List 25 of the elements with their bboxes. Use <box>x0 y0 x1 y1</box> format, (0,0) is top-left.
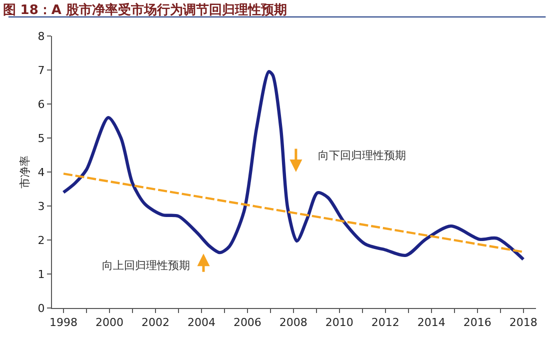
x-tick-label: 1998 <box>50 316 78 330</box>
x-tick-label: 2002 <box>141 316 170 330</box>
x-tick-label: 2016 <box>463 316 492 330</box>
x-tick-label: 2006 <box>233 316 262 330</box>
y-tick-label: 2 <box>38 234 45 247</box>
x-tick-label: 2014 <box>417 316 446 330</box>
x-tick-label: 2004 <box>187 316 216 330</box>
x-tick-label: 2018 <box>509 316 538 330</box>
annotation: 向下回归理性预期 <box>318 149 406 162</box>
line-series <box>62 70 525 261</box>
y-tick-label: 4 <box>38 166 45 179</box>
x-tick-label: 2010 <box>325 316 354 330</box>
y-tick-label: 7 <box>38 64 45 77</box>
y-tick-label: 6 <box>38 98 45 111</box>
x-tick-label: 2008 <box>279 316 308 330</box>
x-tick-label: 2012 <box>371 316 400 330</box>
annotation: 向上回归理性预期 <box>102 259 190 272</box>
y-axis-title: 市净率 <box>18 156 32 188</box>
x-tick-label: 2000 <box>95 316 124 330</box>
y-tick-label: 5 <box>38 132 45 145</box>
y-tick-label: 1 <box>38 268 45 281</box>
y-tick-label: 3 <box>38 200 45 213</box>
y-tick-label: 8 <box>38 30 45 43</box>
chart-title: 图 18：A 股市净率受市场行为调节回归理性预期 <box>2 2 287 18</box>
y-tick-label: 0 <box>38 302 45 315</box>
